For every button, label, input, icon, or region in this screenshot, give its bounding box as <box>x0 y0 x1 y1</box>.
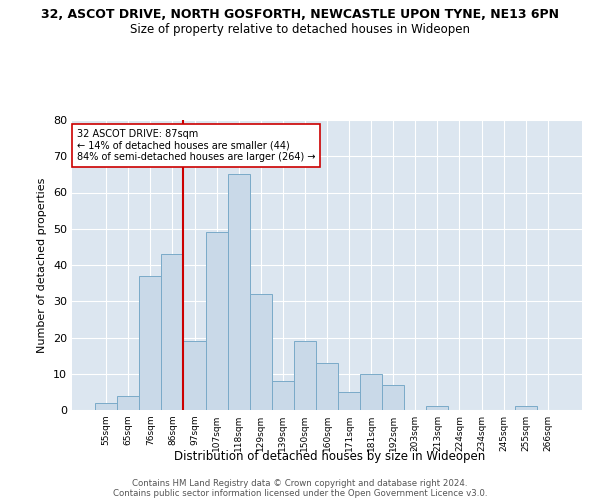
Bar <box>117 396 139 410</box>
Bar <box>250 294 272 410</box>
Text: Contains HM Land Registry data © Crown copyright and database right 2024.: Contains HM Land Registry data © Crown c… <box>132 478 468 488</box>
Bar <box>272 381 294 410</box>
Text: Contains public sector information licensed under the Open Government Licence v3: Contains public sector information licen… <box>113 488 487 498</box>
Bar <box>161 254 184 410</box>
Text: 32 ASCOT DRIVE: 87sqm
← 14% of detached houses are smaller (44)
84% of semi-deta: 32 ASCOT DRIVE: 87sqm ← 14% of detached … <box>77 128 316 162</box>
Bar <box>360 374 382 410</box>
Bar <box>382 384 404 410</box>
Bar <box>427 406 448 410</box>
Bar <box>139 276 161 410</box>
Bar <box>227 174 250 410</box>
Bar <box>515 406 537 410</box>
Bar <box>206 232 227 410</box>
Text: 32, ASCOT DRIVE, NORTH GOSFORTH, NEWCASTLE UPON TYNE, NE13 6PN: 32, ASCOT DRIVE, NORTH GOSFORTH, NEWCAST… <box>41 8 559 20</box>
Text: Size of property relative to detached houses in Wideopen: Size of property relative to detached ho… <box>130 22 470 36</box>
Bar <box>95 403 117 410</box>
Bar <box>316 363 338 410</box>
Bar <box>294 341 316 410</box>
Bar <box>338 392 360 410</box>
Y-axis label: Number of detached properties: Number of detached properties <box>37 178 47 352</box>
Bar <box>184 341 206 410</box>
Text: Distribution of detached houses by size in Wideopen: Distribution of detached houses by size … <box>175 450 485 463</box>
